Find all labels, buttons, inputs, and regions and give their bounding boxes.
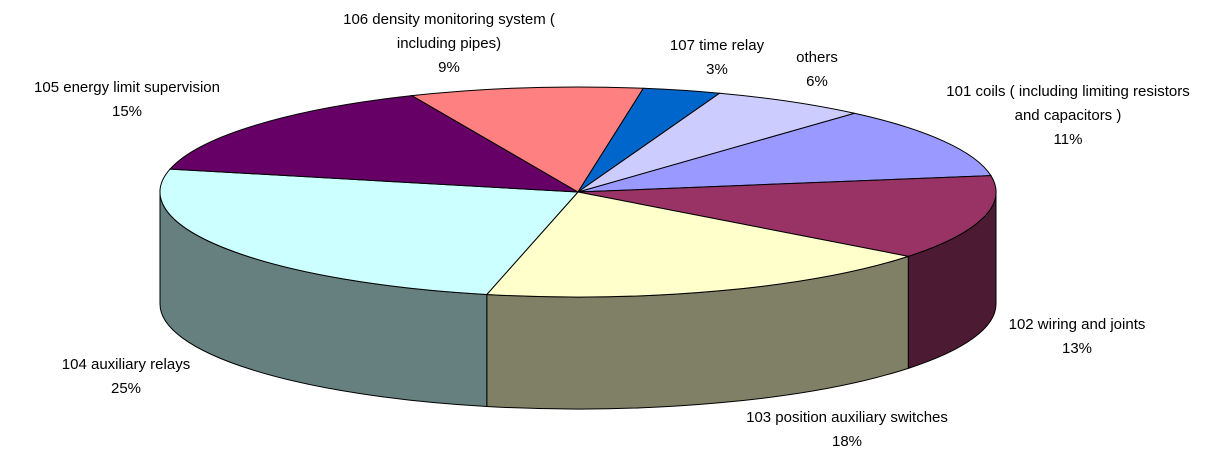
slice-label: others 6% — [657, 46, 977, 94]
slice — [577, 92, 855, 193]
slice-label: 104 auxiliary relays 25% — [0, 353, 286, 401]
slice-label: 101 coils ( including limiting resistors… — [943, 80, 1193, 152]
slice-label: 102 wiring and joints 13% — [917, 313, 1207, 361]
slice — [485, 191, 909, 298]
slice — [169, 95, 579, 193]
value-label: 6% — [806, 73, 828, 90]
slice — [159, 168, 580, 295]
value-label: 15% — [111, 103, 143, 120]
slice — [577, 112, 992, 193]
category-name: 105 energy limit supervision — [34, 79, 220, 96]
slice — [410, 86, 645, 193]
slice-label: 107 time relay 3% — [557, 34, 877, 82]
value-label: 18% — [831, 433, 863, 450]
category-name: 107 time relay — [669, 37, 765, 54]
category-name: 104 auxiliary relays — [61, 356, 191, 373]
slice — [577, 175, 997, 257]
slice-label: 106 density monitoring system ( includin… — [319, 8, 579, 80]
category-name: others — [796, 49, 838, 66]
category-name: 101 coils ( including limiting resistors… — [946, 83, 1190, 124]
value-label: 13% — [1061, 340, 1093, 357]
slice-label: 103 position auxiliary switches 18% — [687, 406, 1007, 454]
value-label: 3% — [706, 61, 728, 78]
category-name: 103 position auxiliary switches — [746, 409, 948, 426]
category-name: 106 density monitoring system ( includin… — [343, 11, 555, 52]
slice-label: 105 energy limit supervision 15% — [0, 76, 287, 124]
value-label: 25% — [110, 380, 142, 397]
value-label: 9% — [438, 59, 460, 76]
value-label: 11% — [1053, 131, 1083, 148]
category-name: 102 wiring and joints — [1008, 316, 1146, 333]
